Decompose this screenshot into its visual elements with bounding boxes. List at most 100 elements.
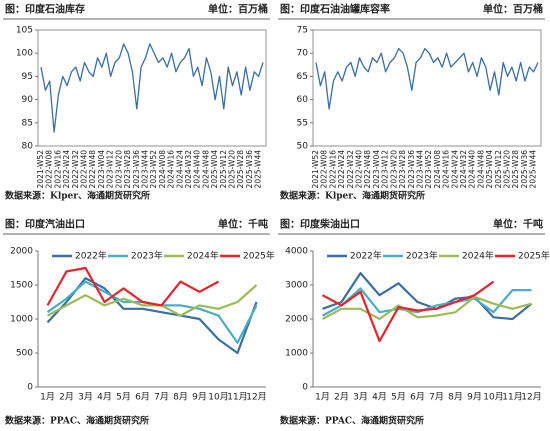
x-tick-label: 2024-W40 xyxy=(193,150,202,189)
x-tick-label: 2024-W32 xyxy=(459,150,468,189)
y-tick-label: 0 xyxy=(27,383,33,393)
panel-title: 图：印度柴油出口 xyxy=(280,218,360,231)
panel-title: 图：印度石油库存 xyxy=(5,3,85,16)
x-tick-label: 2024-W16 xyxy=(167,150,176,189)
x-tick-label: 2022-W08 xyxy=(45,150,54,189)
panel-unit: 单位：百万桶 xyxy=(208,3,268,16)
panel-title: 图：印度石油油罐库容率 xyxy=(280,3,390,16)
x-tick-label: 2023-W36 xyxy=(407,150,416,189)
x-tick-label: 12月 xyxy=(521,392,541,403)
x-tick-label: 9月 xyxy=(467,392,482,403)
y-tick-label: 500 xyxy=(16,349,33,359)
x-tick-label: 2025-W12 xyxy=(219,150,228,189)
legend-label: 2025年 xyxy=(243,250,275,262)
legend-label: 2023年 xyxy=(406,250,438,262)
legend-label: 2024年 xyxy=(187,250,219,262)
x-tick-label: 2022-W24 xyxy=(337,150,346,189)
x-tick-label: 4月 xyxy=(97,392,112,403)
legend-label: 2025年 xyxy=(518,250,550,262)
x-tick-label: 6月 xyxy=(135,392,150,403)
x-tick-label: 2022-W40 xyxy=(80,150,89,189)
x-tick-label: 12月 xyxy=(246,392,266,403)
x-tick-label: 10月 xyxy=(483,392,503,403)
x-tick-label: 2022-W32 xyxy=(346,150,355,189)
series-line xyxy=(321,295,532,321)
source-note: 数据来源：Klper、海通期货研究所 xyxy=(280,190,425,202)
x-tick-label: 2023-W36 xyxy=(132,150,141,189)
y-tick-label: 1000 xyxy=(285,349,308,359)
x-tick-label: 1月 xyxy=(315,392,330,403)
x-tick-label: 2024-W08 xyxy=(433,150,442,189)
y-tick-label: 2000 xyxy=(285,315,308,325)
x-tick-label: 5月 xyxy=(391,392,406,403)
x-tick-label: 11月 xyxy=(502,392,522,403)
y-tick-label: 80 xyxy=(22,142,34,152)
x-tick-label: 2025-W04 xyxy=(210,150,219,189)
x-tick-label: 2025-W28 xyxy=(236,150,245,189)
x-tick-label: 2024-W48 xyxy=(201,150,210,189)
x-tick-label: 10月 xyxy=(208,392,228,403)
y-tick-label: 75 xyxy=(297,26,308,36)
x-tick-label: 5月 xyxy=(116,392,131,403)
x-tick-label: 2024-W48 xyxy=(476,150,485,189)
x-tick-label: 3月 xyxy=(353,392,368,403)
y-tick-label: 2000 xyxy=(10,247,33,257)
series-line xyxy=(46,266,220,307)
series-line xyxy=(46,280,258,344)
x-tick-label: 2022-W40 xyxy=(355,150,364,189)
y-tick-label: 1000 xyxy=(10,315,33,325)
x-tick-label: 2022-W48 xyxy=(88,150,97,189)
series-line xyxy=(46,277,258,355)
x-tick-label: 2022-W32 xyxy=(71,150,80,189)
source-note: 数据来源：PPAC、海通期货研究所 xyxy=(5,415,149,427)
x-tick-label: 2025-W44 xyxy=(529,150,538,189)
y-tick-label: 4000 xyxy=(285,247,308,257)
x-tick-label: 2025-W36 xyxy=(520,150,529,189)
x-tick-label: 2023-W20 xyxy=(389,150,398,189)
x-tick-label: 2023-W28 xyxy=(123,150,132,189)
x-tick-label: 9月 xyxy=(192,392,207,403)
x-tick-label: 2月 xyxy=(59,392,74,403)
x-tick-label: 2024-W24 xyxy=(450,150,459,189)
x-tick-label: 2022-W16 xyxy=(53,150,62,189)
y-tick-label: 95 xyxy=(22,72,33,82)
x-tick-label: 11月 xyxy=(227,392,247,403)
x-tick-label: 2024-W08 xyxy=(158,150,167,189)
source-note: 数据来源：PPAC、海通期货研究所 xyxy=(280,415,424,427)
x-tick-label: 2021-W52 xyxy=(311,150,320,189)
legend-label: 2023年 xyxy=(131,250,163,262)
series-line xyxy=(321,287,532,317)
y-tick-label: 90 xyxy=(22,95,34,105)
x-tick-label: 2022-W16 xyxy=(328,150,337,189)
series-line xyxy=(322,272,533,321)
x-tick-label: 2025-W36 xyxy=(245,150,254,189)
y-tick-label: 55 xyxy=(297,118,308,128)
x-tick-label: 8月 xyxy=(173,392,188,403)
legend-label: 2022年 xyxy=(350,250,382,262)
y-tick-label: 70 xyxy=(297,49,309,59)
x-tick-label: 4月 xyxy=(372,392,387,403)
x-tick-label: 2022-W24 xyxy=(62,150,71,189)
x-tick-label: 2023-W20 xyxy=(114,150,123,189)
x-tick-label: 2022-W48 xyxy=(363,150,372,189)
y-tick-label: 50 xyxy=(297,142,309,152)
x-tick-label: 2023-W12 xyxy=(381,150,390,189)
x-tick-label: 2025-W28 xyxy=(511,150,520,189)
panel-unit: 单位：百万桶 xyxy=(483,3,543,16)
series-line xyxy=(46,284,258,317)
series-line xyxy=(40,43,264,133)
plot-frame xyxy=(312,29,542,147)
x-tick-label: 1月 xyxy=(40,392,55,403)
x-tick-label: 2025-W44 xyxy=(254,150,263,189)
legend-label: 2022年 xyxy=(75,250,107,262)
x-tick-label: 2025-W12 xyxy=(494,150,503,189)
y-tick-label: 85 xyxy=(22,118,33,128)
x-tick-label: 2023-W52 xyxy=(424,150,433,189)
x-tick-label: 6月 xyxy=(410,392,425,403)
y-tick-label: 60 xyxy=(297,95,309,105)
panel-unit: 单位：千吨 xyxy=(493,218,543,231)
y-tick-label: 100 xyxy=(16,49,33,59)
series-line xyxy=(321,280,495,343)
x-tick-label: 2024-W16 xyxy=(442,150,451,189)
panel-title: 图：印度汽油出口 xyxy=(5,218,85,231)
